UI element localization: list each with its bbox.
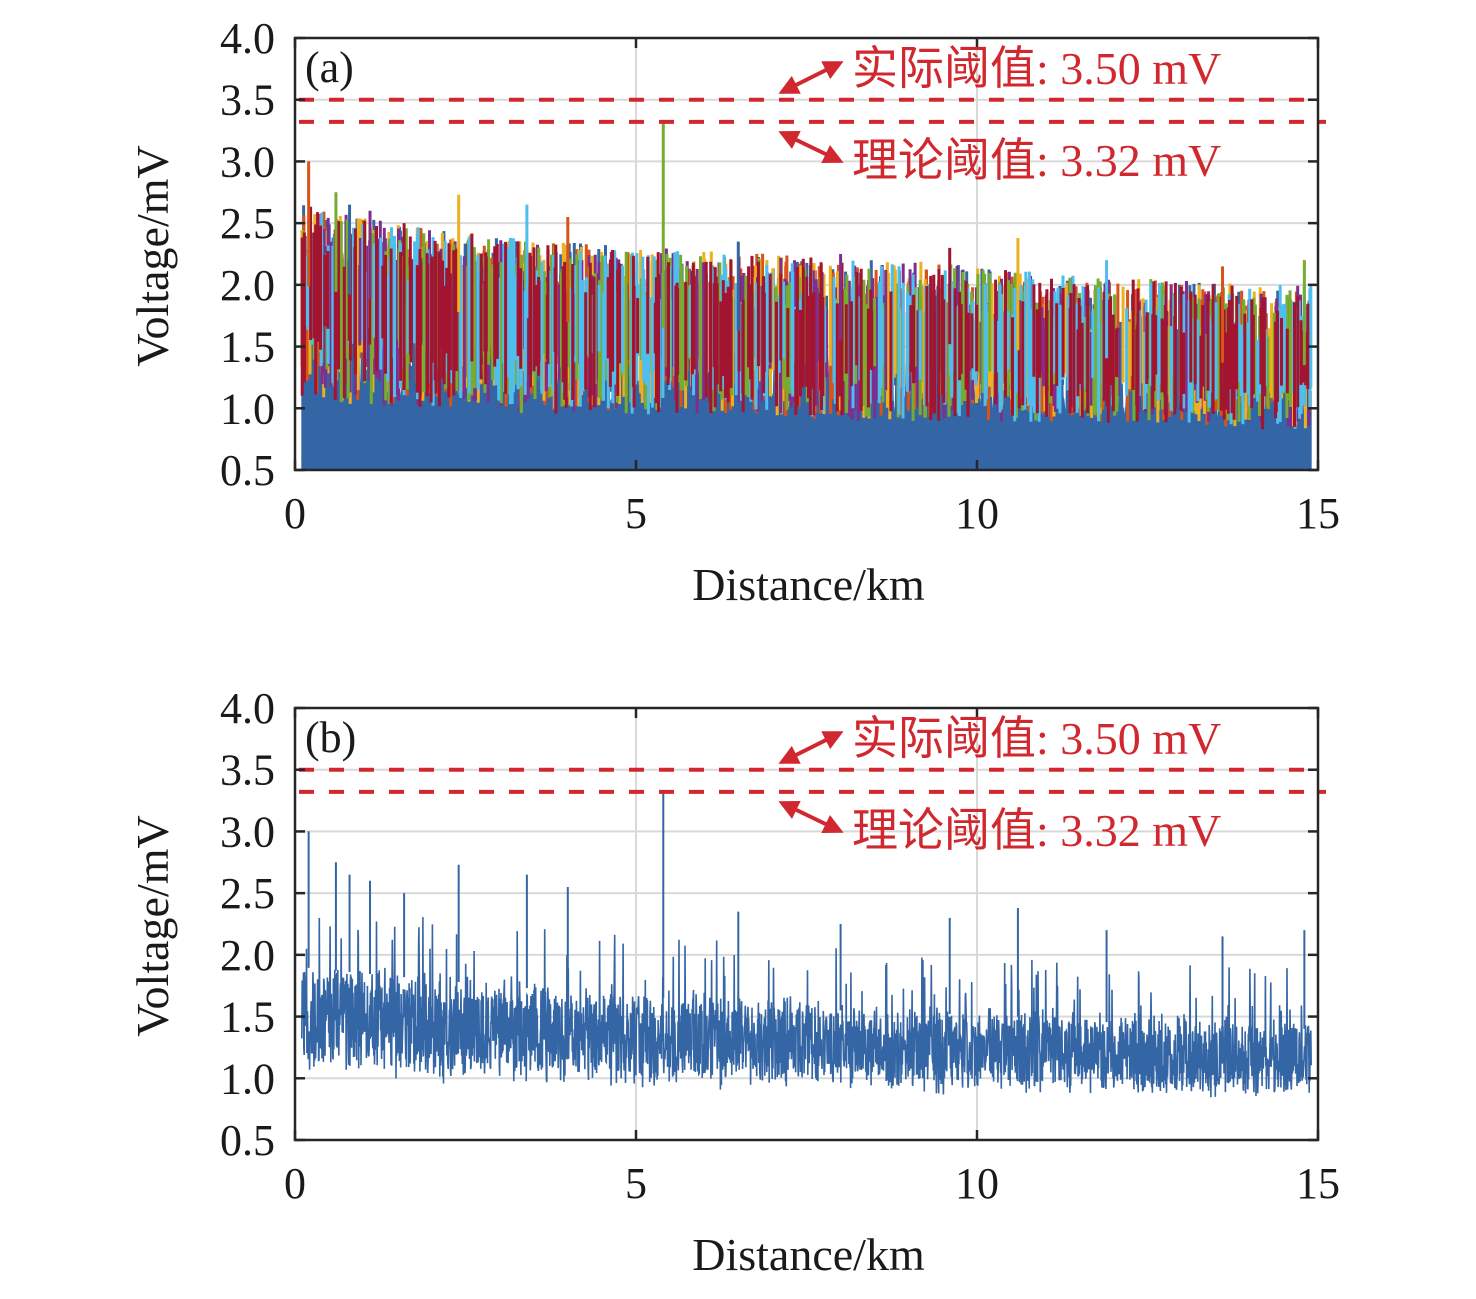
axes-box: [293, 706, 1320, 1142]
y-tick-label-1: 1.0: [220, 1054, 275, 1103]
x-tick-label-3: 15: [1296, 1159, 1340, 1208]
axes-frame: [293, 706, 1320, 1142]
theoretical-threshold-arrow-icon: [778, 800, 844, 834]
x-axis-label: Distance/km: [692, 559, 925, 610]
y-tick-label-2: 1.5: [220, 993, 275, 1042]
x-tick-labels: 0 5 10 15: [284, 489, 1340, 538]
threshold-lines: [299, 767, 1326, 794]
axes-frame: [293, 36, 1320, 472]
y-tick-label-0: 0.5: [220, 1116, 275, 1165]
y-tick-label-5: 3.0: [220, 137, 275, 186]
y-tick-label-3: 2.0: [220, 931, 275, 980]
y-tick-label-7: 4.0: [220, 14, 275, 63]
y-tick-label-6: 3.5: [220, 76, 275, 125]
x-tick-label-3: 15: [1296, 489, 1340, 538]
voltage-traces: [301, 793, 1312, 1098]
y-tick-label-4: 2.5: [220, 869, 275, 918]
trace-series-0: [301, 917, 1312, 1098]
threshold-lines: [299, 97, 1326, 124]
y-tick-label-0: 0.5: [220, 446, 275, 495]
x-tick-label-1: 5: [625, 1159, 647, 1208]
axes-box: [293, 36, 1320, 472]
x-tick-label-2: 10: [955, 489, 999, 538]
x-tick-label-1: 5: [625, 489, 647, 538]
actual-threshold-label: 实际阈值: 3.50 mV: [852, 713, 1221, 764]
actual-threshold-label: 实际阈值: 3.50 mV: [852, 43, 1221, 94]
y-tick-label-7: 4.0: [220, 684, 275, 733]
actual-threshold-arrow-icon: [778, 61, 844, 94]
y-tick-label-2: 1.5: [220, 323, 275, 372]
panel-a: (a) Distance/km Voltage/mV 实际阈值: 3.50 mV…: [127, 14, 1340, 610]
voltage-traces: [300, 123, 1313, 471]
panel-b: (b) Distance/km Voltage/mV 实际阈值: 3.50 mV…: [127, 684, 1340, 1280]
panel-label: (a): [305, 43, 354, 92]
y-axis-label: Voltage/mV: [127, 145, 178, 366]
x-tick-label-2: 10: [955, 1159, 999, 1208]
panel-label: (b): [305, 713, 356, 762]
y-axis-label: Voltage/mV: [127, 815, 178, 1036]
y-tick-labels: 0.5 1.0 1.5 2.0 2.5 3.0 3.5 4.0: [220, 684, 275, 1165]
y-tick-label-5: 3.0: [220, 807, 275, 856]
y-tick-label-6: 3.5: [220, 746, 275, 795]
theoretical-threshold-label: 理论阈值: 3.32 mV: [852, 135, 1221, 186]
theoretical-threshold-arrow-icon: [778, 130, 844, 164]
y-tick-label-4: 2.5: [220, 199, 275, 248]
y-tick-label-3: 2.0: [220, 261, 275, 310]
x-tick-label-0: 0: [284, 1159, 306, 1208]
y-tick-labels: 0.5 1.0 1.5 2.0 2.5 3.0 3.5 4.0: [220, 14, 275, 495]
x-tick-label-0: 0: [284, 489, 306, 538]
actual-threshold-arrow-icon: [778, 731, 844, 764]
x-tick-labels: 0 5 10 15: [284, 1159, 1340, 1208]
x-axis-label: Distance/km: [692, 1229, 925, 1280]
y-tick-label-1: 1.0: [220, 384, 275, 433]
theoretical-threshold-label: 理论阈值: 3.32 mV: [852, 805, 1221, 856]
